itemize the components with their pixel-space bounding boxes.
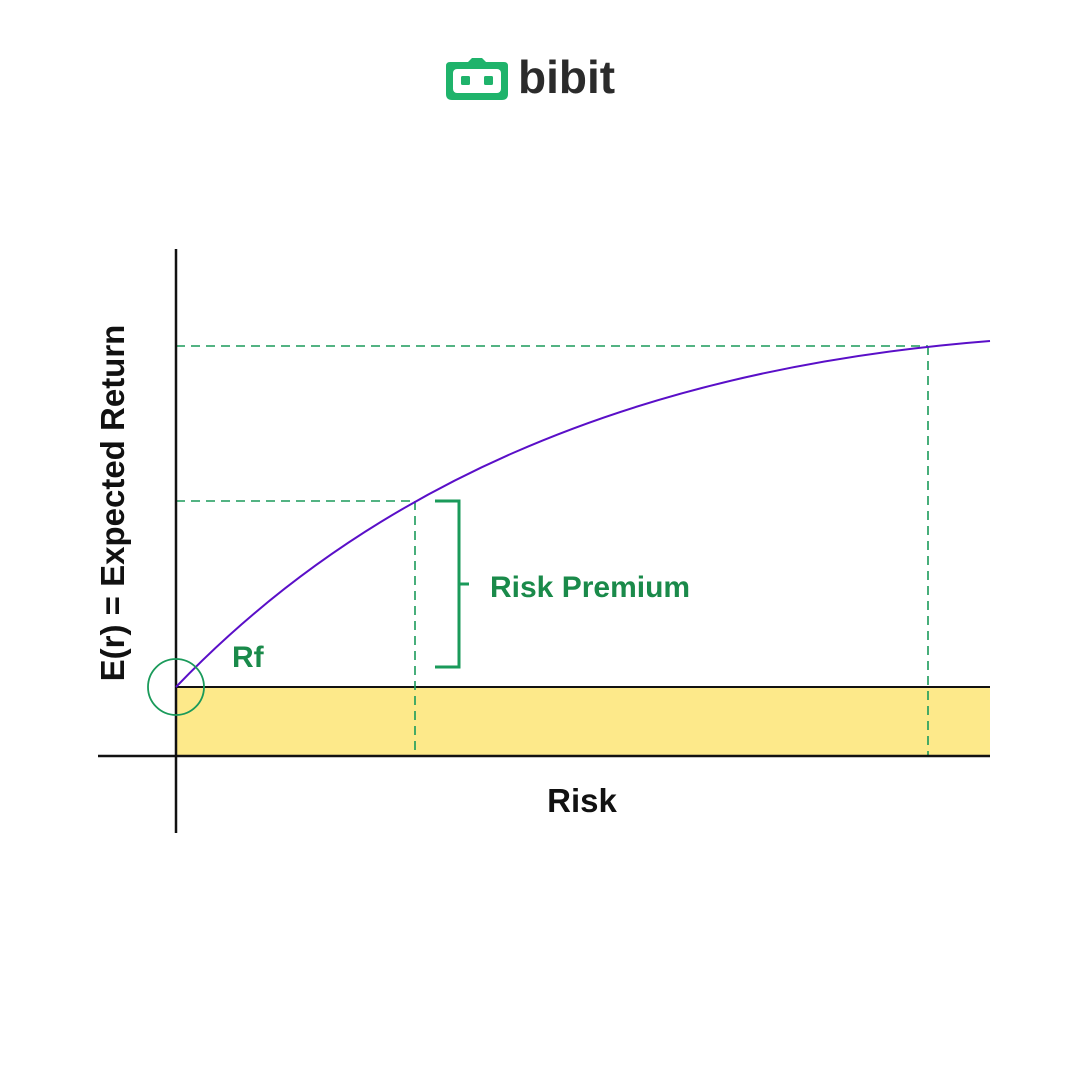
expected-return-curve xyxy=(175,340,991,688)
risk-premium-label: Risk Premium xyxy=(490,571,690,604)
brand-logo: bibit xyxy=(446,52,615,102)
rf-marker-circle xyxy=(147,658,205,716)
rf-label: Rf xyxy=(232,641,265,674)
risk-premium-bracket xyxy=(435,499,469,669)
bibit-robot-logo-icon xyxy=(446,58,508,100)
y-axis-label: E(r) = Expected Return xyxy=(94,325,131,682)
brand-name: bibit xyxy=(518,51,616,103)
risk-free-band xyxy=(176,687,990,756)
x-axis-label: Risk xyxy=(547,782,617,819)
